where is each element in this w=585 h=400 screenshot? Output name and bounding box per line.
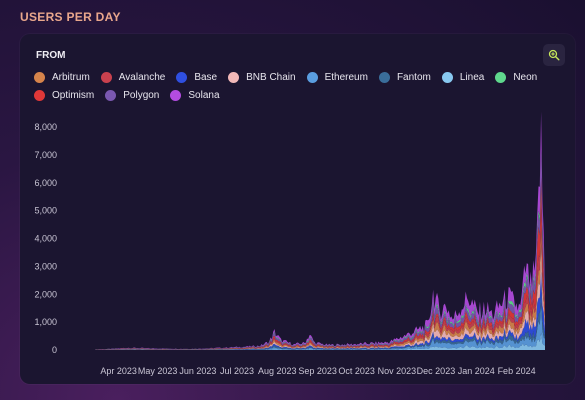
legend-color-dot: [495, 71, 507, 83]
x-tick-label: Jan 2024: [458, 366, 495, 376]
x-tick-label: Jun 2023: [179, 366, 216, 376]
legend-color-dot: [176, 71, 188, 83]
legend-color-dot: [100, 71, 112, 83]
legend-color-dot: [228, 71, 240, 83]
legend-label: Optimism: [52, 89, 95, 101]
legend-label: Avalanche: [118, 71, 166, 83]
legend-label: Solana: [188, 89, 220, 101]
legend-label: Neon: [513, 71, 538, 83]
x-tick-label: Dec 2023: [417, 366, 456, 376]
legend-item-solana[interactable]: Solana: [170, 88, 220, 102]
legend-label: Polygon: [123, 89, 160, 101]
legend-item-base[interactable]: Base: [176, 70, 217, 84]
legend-color-dot: [378, 71, 390, 83]
legend-title: FROM: [36, 50, 66, 61]
legend-label: Fantom: [396, 71, 431, 83]
legend-item-arbitrum[interactable]: Arbitrum: [34, 70, 90, 84]
legend-color-dot: [105, 89, 117, 101]
legend-label: Arbitrum: [52, 71, 90, 83]
x-tick-label: Feb 2024: [498, 366, 536, 376]
x-tick-label: Nov 2023: [378, 366, 417, 376]
legend-label: Base: [194, 71, 218, 83]
area-series-ethereum: [95, 302, 545, 350]
legend-color-dot: [441, 71, 453, 83]
legend-item-fantom[interactable]: Fantom: [378, 70, 431, 84]
legend: Arbitrum Avalanche Base BNB Chain Ethereum Fa…: [34, 70, 554, 102]
legend-item-bnb-chain[interactable]: BNB Chain: [228, 70, 296, 84]
legend-label: BNB Chain: [246, 71, 296, 83]
y-tick-label: 0: [52, 345, 57, 355]
x-tick-label: Oct 2023: [338, 366, 375, 376]
page-title: USERS PER DAY: [20, 10, 121, 24]
y-tick-label: 8,000: [34, 122, 57, 132]
x-tick-label: Apr 2023: [100, 366, 137, 376]
y-tick-label: 1,000: [34, 317, 57, 327]
legend-label: Ethereum: [324, 71, 368, 83]
legend-color-dot: [34, 71, 45, 83]
legend-color-dot: [34, 89, 45, 101]
x-tick-label: May 2023: [138, 366, 178, 376]
x-tick-label: Sep 2023: [298, 366, 337, 376]
legend-label: Linea: [459, 71, 485, 83]
y-tick-label: 3,000: [34, 261, 57, 271]
area-series-linea: [95, 332, 545, 350]
legend-item-polygon[interactable]: Polygon: [105, 88, 159, 102]
y-tick-label: 2,000: [34, 289, 57, 299]
zoom-in-icon: [548, 49, 560, 61]
legend-item-avalanche[interactable]: Avalanche: [100, 70, 166, 84]
legend-item-linea[interactable]: Linea: [441, 70, 485, 84]
x-tick-label: Jul 2023: [220, 366, 254, 376]
y-tick-label: 4,000: [34, 234, 57, 244]
area-series-solana: [95, 111, 545, 350]
y-tick-label: 5,000: [34, 206, 57, 216]
legend-item-ethereum[interactable]: Ethereum: [306, 70, 368, 84]
zoom-button[interactable]: [543, 44, 565, 66]
legend-color-dot: [306, 71, 318, 83]
area-series-avalanche: [95, 208, 545, 350]
legend-item-neon[interactable]: Neon: [495, 70, 537, 84]
x-tick-label: Aug 2023: [258, 366, 297, 376]
legend-item-optimism[interactable]: Optimism: [34, 88, 94, 102]
y-tick-label: 6,000: [34, 178, 57, 188]
legend-color-dot: [170, 89, 182, 101]
y-tick-label: 7,000: [34, 150, 57, 160]
